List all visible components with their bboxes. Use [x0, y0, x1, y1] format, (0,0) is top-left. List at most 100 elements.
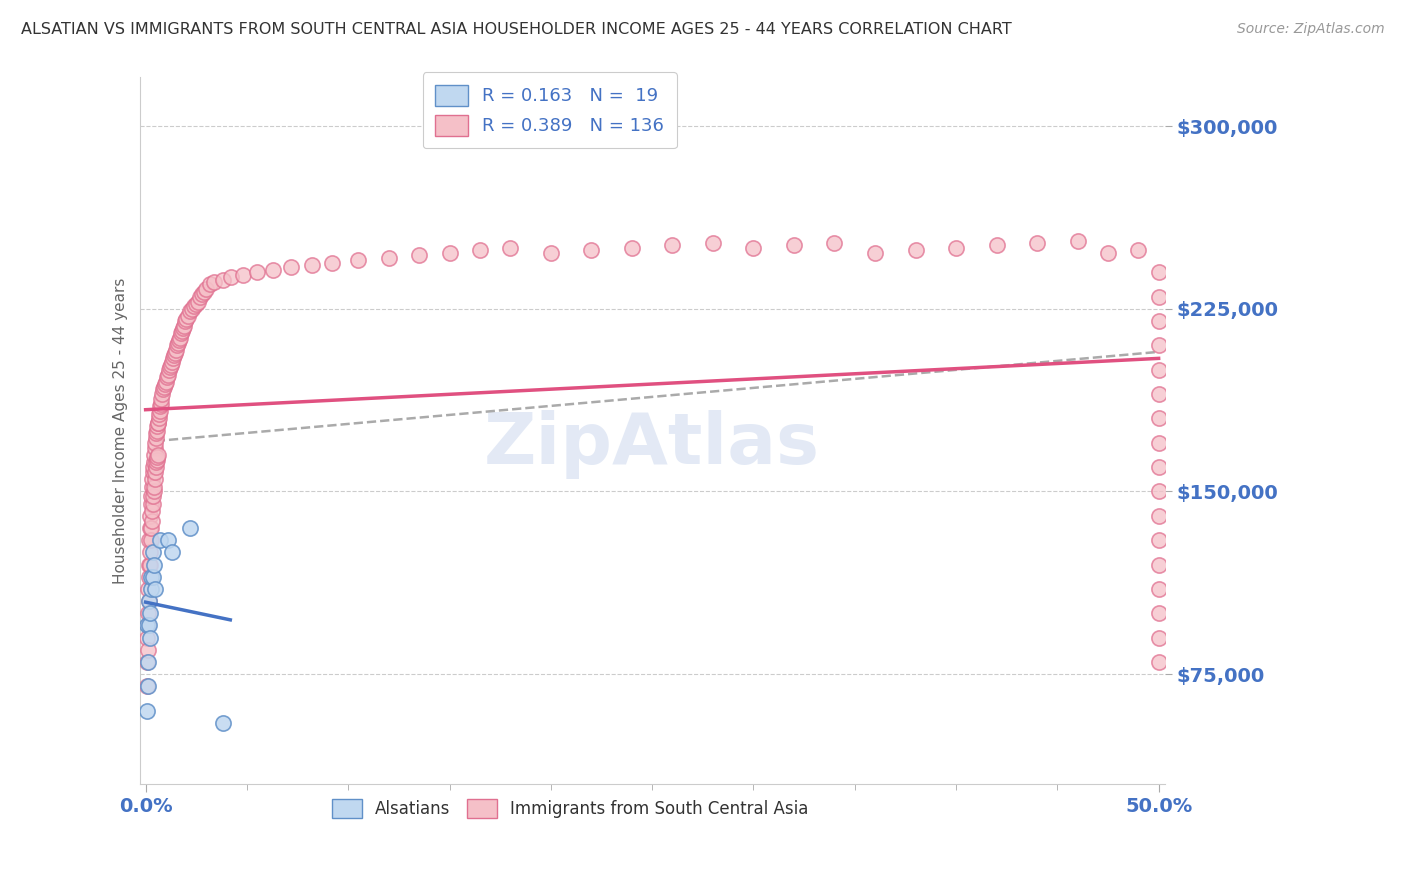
Point [166, 338, 188, 352]
Point [141, 504, 163, 518]
Point [155, 375, 177, 389]
Point [246, 265, 269, 279]
Point [136, 606, 159, 620]
Point [742, 241, 765, 255]
Point [1128, 244, 1150, 258]
Point [139, 533, 162, 548]
Point [945, 241, 967, 255]
Point [138, 558, 160, 572]
Point [142, 455, 165, 469]
Point [145, 460, 167, 475]
Point [200, 277, 222, 292]
Text: ZipAtlas: ZipAtlas [484, 410, 820, 479]
Point [145, 431, 167, 445]
Point [136, 642, 159, 657]
Point [149, 399, 172, 413]
Point [156, 370, 179, 384]
Point [142, 570, 165, 584]
Legend: Alsatians, Immigrants from South Central Asia: Alsatians, Immigrants from South Central… [325, 792, 815, 825]
Point [1147, 558, 1170, 572]
Point [702, 235, 724, 250]
Point [661, 238, 683, 252]
Text: Source: ZipAtlas.com: Source: ZipAtlas.com [1237, 22, 1385, 37]
Point [150, 392, 173, 406]
Point [136, 618, 159, 632]
Point [232, 268, 254, 282]
Point [143, 448, 166, 462]
Point [1147, 508, 1170, 523]
Point [153, 380, 176, 394]
Point [499, 241, 522, 255]
Point [1147, 362, 1170, 376]
Point [159, 360, 181, 375]
Point [191, 287, 214, 301]
Y-axis label: Householder Income Ages 25 - 44 years: Householder Income Ages 25 - 44 years [114, 277, 128, 583]
Point [1147, 484, 1170, 499]
Point [1147, 460, 1170, 475]
Point [143, 465, 166, 479]
Point [136, 582, 159, 596]
Point [142, 484, 165, 499]
Point [301, 258, 323, 272]
Point [139, 521, 162, 535]
Point [211, 272, 233, 286]
Point [1147, 533, 1170, 548]
Point [347, 253, 370, 268]
Point [138, 570, 160, 584]
Point [136, 618, 159, 632]
Point [167, 335, 190, 350]
Point [172, 321, 194, 335]
Point [138, 594, 160, 608]
Point [195, 282, 218, 296]
Point [157, 362, 180, 376]
Point [172, 324, 194, 338]
Point [162, 351, 184, 365]
Point [262, 263, 284, 277]
Point [136, 655, 159, 669]
Point [1147, 290, 1170, 304]
Point [408, 248, 430, 262]
Point [163, 345, 186, 359]
Point [138, 521, 160, 535]
Point [148, 407, 170, 421]
Text: ALSATIAN VS IMMIGRANTS FROM SOUTH CENTRAL ASIA HOUSEHOLDER INCOME AGES 25 - 44 Y: ALSATIAN VS IMMIGRANTS FROM SOUTH CENTRA… [21, 22, 1012, 37]
Point [156, 368, 179, 382]
Point [143, 480, 166, 494]
Point [146, 418, 169, 433]
Point [138, 594, 160, 608]
Point [1147, 631, 1170, 645]
Point [581, 244, 603, 258]
Point [141, 570, 163, 584]
Point [783, 238, 806, 252]
Point [146, 450, 169, 465]
Point [540, 245, 562, 260]
Point [1147, 387, 1170, 401]
Point [188, 290, 211, 304]
Point [167, 334, 190, 348]
Point [142, 497, 165, 511]
Point [142, 545, 165, 559]
Point [1147, 314, 1170, 328]
Point [160, 545, 183, 559]
Point [145, 425, 167, 440]
Point [165, 343, 187, 358]
Point [1147, 435, 1170, 450]
Point [160, 358, 183, 372]
Point [170, 326, 193, 341]
Point [146, 448, 169, 462]
Point [142, 465, 165, 479]
Point [160, 355, 183, 369]
Point [904, 244, 927, 258]
Point [219, 270, 242, 285]
Point [173, 318, 195, 333]
Point [136, 679, 159, 693]
Point [187, 294, 209, 309]
Point [204, 275, 226, 289]
Point [136, 679, 159, 693]
Point [863, 245, 886, 260]
Point [143, 582, 166, 596]
Point [142, 489, 165, 503]
Point [139, 545, 162, 559]
Point [142, 558, 165, 572]
Point [152, 382, 174, 396]
